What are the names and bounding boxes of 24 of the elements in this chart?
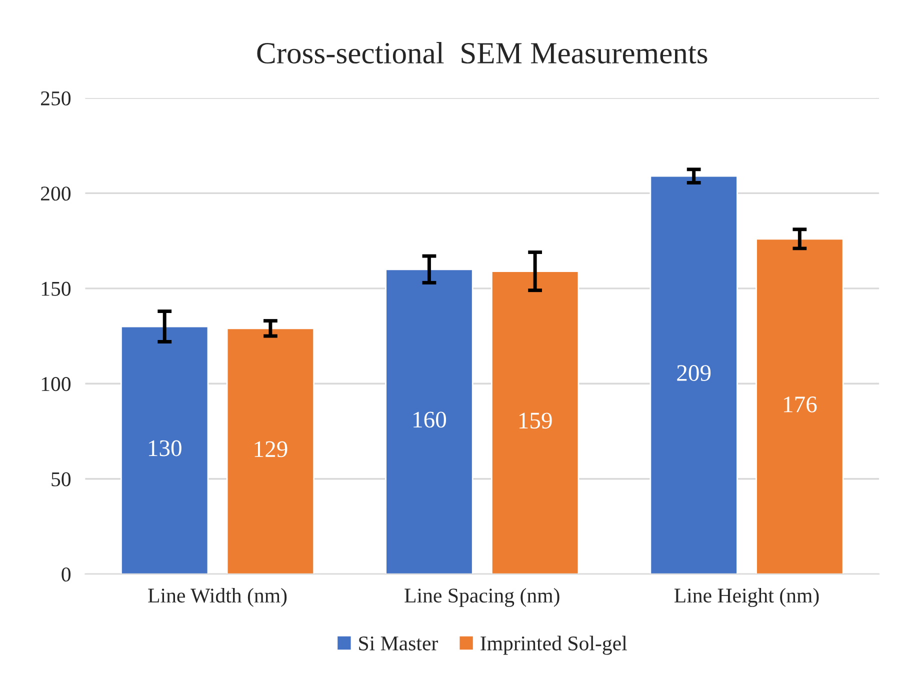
data-label: 130 bbox=[148, 440, 182, 456]
data-label: 159 bbox=[519, 412, 552, 429]
y-tick-label: 100 bbox=[42, 377, 71, 392]
bar bbox=[756, 238, 844, 574]
y-tick-label: 50 bbox=[52, 472, 71, 486]
legend-label: Si Master bbox=[359, 636, 438, 650]
bar bbox=[226, 328, 315, 574]
x-tick-label: Line Spacing (nm) bbox=[404, 588, 560, 607]
x-tick-label: Line Height (nm) bbox=[674, 588, 819, 607]
chart-title: Cross-sectional SEM Measurements bbox=[257, 42, 708, 64]
y-tick-label: 200 bbox=[40, 186, 71, 201]
data-label: 129 bbox=[254, 441, 288, 458]
bar bbox=[650, 175, 738, 574]
y-tick-label: 0 bbox=[62, 567, 71, 582]
bar bbox=[490, 270, 580, 574]
bar bbox=[120, 326, 209, 574]
legend-label: Imprinted Sol-gel bbox=[480, 636, 627, 655]
bar bbox=[385, 268, 474, 574]
data-label: 176 bbox=[784, 396, 817, 412]
data-label: 160 bbox=[414, 412, 446, 428]
data-label: 209 bbox=[677, 365, 711, 381]
y-tick-label: 250 bbox=[40, 91, 71, 106]
y-tick-label: 150 bbox=[42, 282, 71, 296]
x-tick-label: Line Width (nm) bbox=[148, 588, 287, 607]
